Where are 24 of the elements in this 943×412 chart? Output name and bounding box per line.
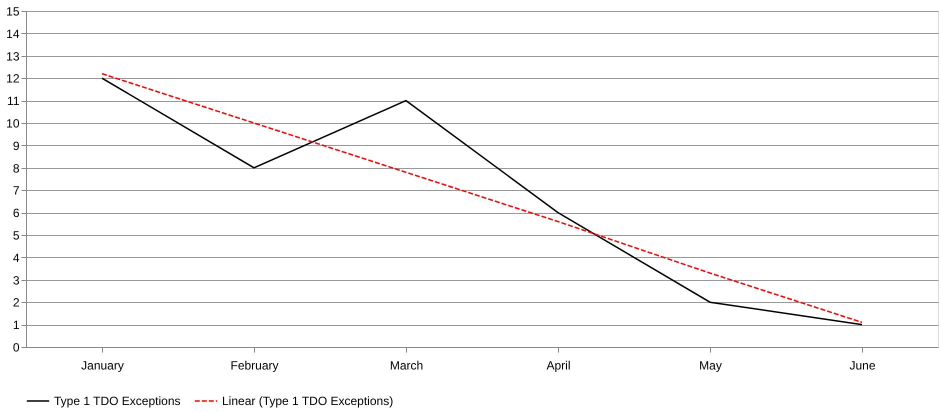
x-tick-label: May — [699, 358, 722, 372]
x-tick-label: February — [230, 358, 279, 372]
x-tick-label: June — [849, 358, 876, 372]
y-tick-label: 6 — [12, 206, 20, 220]
y-tick-label: 14 — [6, 26, 20, 41]
legend-label: Type 1 TDO Exceptions — [54, 394, 181, 408]
legend-label: Linear (Type 1 TDO Exceptions) — [222, 394, 394, 408]
y-tick-label: 12 — [6, 72, 20, 86]
y-tick-label: 10 — [6, 116, 20, 130]
y-tick-label: 2 — [12, 296, 20, 310]
y-tick-label: 3 — [12, 273, 20, 288]
x-tick-label: April — [546, 358, 571, 372]
y-tick-label: 0 — [12, 340, 20, 354]
y-tick-label: 5 — [12, 228, 20, 242]
y-tick-label: 15 — [6, 4, 20, 18]
y-tick-label: 1 — [12, 318, 20, 332]
y-tick-label: 7 — [12, 184, 20, 198]
y-tick-label: 8 — [12, 161, 20, 176]
y-tick-label: 9 — [12, 138, 20, 153]
y-tick-label: 4 — [12, 250, 20, 265]
x-tick-label: January — [81, 358, 124, 372]
y-tick-label: 11 — [7, 94, 20, 108]
x-tick-label: March — [390, 358, 424, 372]
y-tick-label: 13 — [6, 49, 20, 64]
